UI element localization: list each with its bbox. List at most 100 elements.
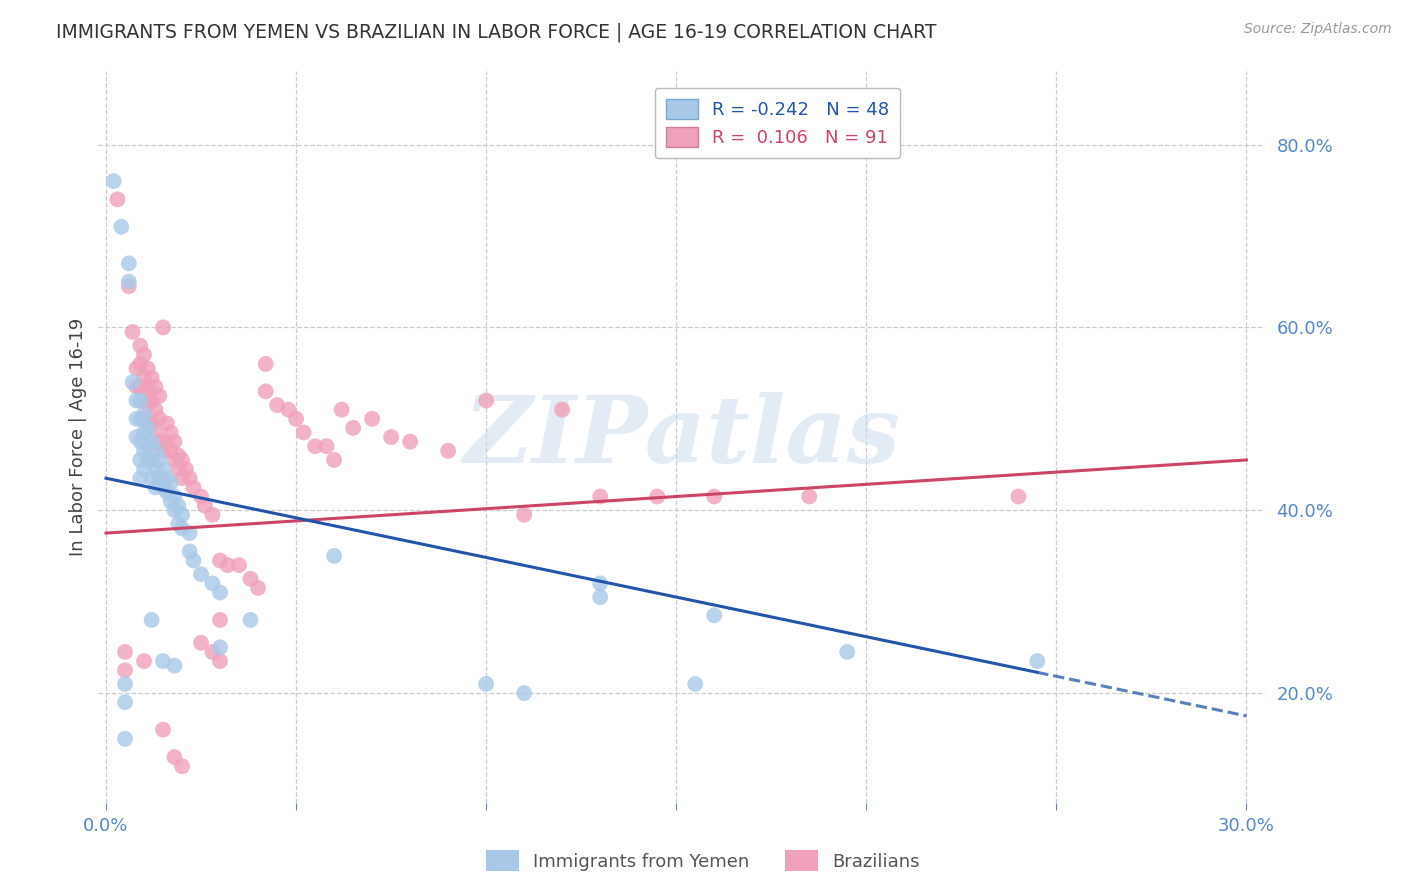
Text: Source: ZipAtlas.com: Source: ZipAtlas.com bbox=[1244, 22, 1392, 37]
Brazilians bbox=[323, 453, 346, 467]
Brazilians bbox=[145, 380, 167, 394]
Brazilians bbox=[399, 434, 422, 449]
Immigrants from Yemen bbox=[148, 471, 170, 485]
Brazilians bbox=[174, 462, 197, 476]
Brazilians bbox=[152, 723, 174, 737]
Brazilians bbox=[148, 389, 170, 403]
Immigrants from Yemen bbox=[118, 256, 141, 270]
Brazilians bbox=[209, 553, 232, 567]
Brazilians bbox=[475, 393, 498, 408]
Immigrants from Yemen bbox=[589, 590, 612, 604]
Brazilians bbox=[132, 654, 155, 668]
Brazilians bbox=[703, 490, 725, 504]
Immigrants from Yemen bbox=[145, 443, 167, 458]
Immigrants from Yemen bbox=[132, 425, 155, 440]
Immigrants from Yemen bbox=[159, 494, 181, 508]
Brazilians bbox=[141, 417, 163, 431]
Brazilians bbox=[209, 654, 232, 668]
Brazilians bbox=[118, 279, 141, 293]
Immigrants from Yemen bbox=[170, 508, 193, 522]
Immigrants from Yemen bbox=[141, 453, 163, 467]
Brazilians bbox=[589, 490, 612, 504]
Brazilians bbox=[159, 443, 181, 458]
Immigrants from Yemen bbox=[129, 412, 152, 426]
Brazilians bbox=[167, 448, 190, 462]
Immigrants from Yemen bbox=[475, 677, 498, 691]
Brazilians bbox=[163, 453, 186, 467]
Immigrants from Yemen bbox=[132, 443, 155, 458]
Brazilians bbox=[159, 425, 181, 440]
Immigrants from Yemen bbox=[121, 375, 143, 389]
Brazilians bbox=[136, 398, 159, 412]
Brazilians bbox=[179, 471, 201, 485]
Brazilians bbox=[239, 572, 262, 586]
Immigrants from Yemen bbox=[156, 471, 179, 485]
Text: IMMIGRANTS FROM YEMEN VS BRAZILIAN IN LABOR FORCE | AGE 16-19 CORRELATION CHART: IMMIGRANTS FROM YEMEN VS BRAZILIAN IN LA… bbox=[56, 22, 936, 42]
Immigrants from Yemen bbox=[589, 576, 612, 591]
Immigrants from Yemen bbox=[703, 608, 725, 623]
Legend: Immigrants from Yemen, Brazilians: Immigrants from Yemen, Brazilians bbox=[479, 843, 927, 879]
Immigrants from Yemen bbox=[132, 462, 155, 476]
Immigrants from Yemen bbox=[132, 407, 155, 421]
Brazilians bbox=[315, 439, 337, 453]
Immigrants from Yemen bbox=[152, 462, 174, 476]
Brazilians bbox=[799, 490, 821, 504]
Immigrants from Yemen bbox=[129, 393, 152, 408]
Brazilians bbox=[228, 558, 250, 573]
Immigrants from Yemen bbox=[129, 434, 152, 449]
Brazilians bbox=[141, 370, 163, 384]
Brazilians bbox=[170, 471, 193, 485]
Brazilians bbox=[163, 750, 186, 764]
Immigrants from Yemen bbox=[179, 526, 201, 541]
Immigrants from Yemen bbox=[145, 462, 167, 476]
Immigrants from Yemen bbox=[190, 567, 212, 582]
Immigrants from Yemen bbox=[148, 453, 170, 467]
Brazilians bbox=[645, 490, 668, 504]
Brazilians bbox=[190, 636, 212, 650]
Brazilians bbox=[201, 508, 224, 522]
Brazilians bbox=[292, 425, 315, 440]
Brazilians bbox=[170, 453, 193, 467]
Brazilians bbox=[132, 412, 155, 426]
Immigrants from Yemen bbox=[129, 453, 152, 467]
Immigrants from Yemen bbox=[209, 640, 232, 655]
Brazilians bbox=[125, 380, 148, 394]
Brazilians bbox=[217, 558, 239, 573]
Brazilians bbox=[254, 384, 277, 399]
Brazilians bbox=[136, 380, 159, 394]
Immigrants from Yemen bbox=[136, 439, 159, 453]
Brazilians bbox=[551, 402, 574, 417]
Immigrants from Yemen bbox=[1026, 654, 1049, 668]
Immigrants from Yemen bbox=[114, 731, 136, 746]
Brazilians bbox=[132, 389, 155, 403]
Immigrants from Yemen bbox=[136, 421, 159, 435]
Brazilians bbox=[132, 348, 155, 362]
Immigrants from Yemen bbox=[167, 499, 190, 513]
Brazilians bbox=[156, 417, 179, 431]
Text: ZIPatlas: ZIPatlas bbox=[464, 392, 900, 482]
Brazilians bbox=[194, 499, 217, 513]
Brazilians bbox=[145, 425, 167, 440]
Immigrants from Yemen bbox=[179, 544, 201, 558]
Immigrants from Yemen bbox=[170, 521, 193, 535]
Immigrants from Yemen bbox=[239, 613, 262, 627]
Brazilians bbox=[247, 581, 270, 595]
Immigrants from Yemen bbox=[125, 412, 148, 426]
Brazilians bbox=[170, 759, 193, 773]
Brazilians bbox=[437, 443, 460, 458]
Immigrants from Yemen bbox=[141, 471, 163, 485]
Brazilians bbox=[380, 430, 402, 444]
Immigrants from Yemen bbox=[163, 503, 186, 517]
Immigrants from Yemen bbox=[209, 585, 232, 599]
Immigrants from Yemen bbox=[145, 480, 167, 494]
Immigrants from Yemen bbox=[183, 553, 205, 567]
Immigrants from Yemen bbox=[201, 576, 224, 591]
Immigrants from Yemen bbox=[163, 658, 186, 673]
Brazilians bbox=[183, 480, 205, 494]
Brazilians bbox=[114, 663, 136, 677]
Brazilians bbox=[125, 361, 148, 376]
Brazilians bbox=[136, 361, 159, 376]
Legend: R = -0.242   N = 48, R =  0.106   N = 91: R = -0.242 N = 48, R = 0.106 N = 91 bbox=[655, 87, 900, 158]
Brazilians bbox=[114, 645, 136, 659]
Brazilians bbox=[266, 398, 288, 412]
